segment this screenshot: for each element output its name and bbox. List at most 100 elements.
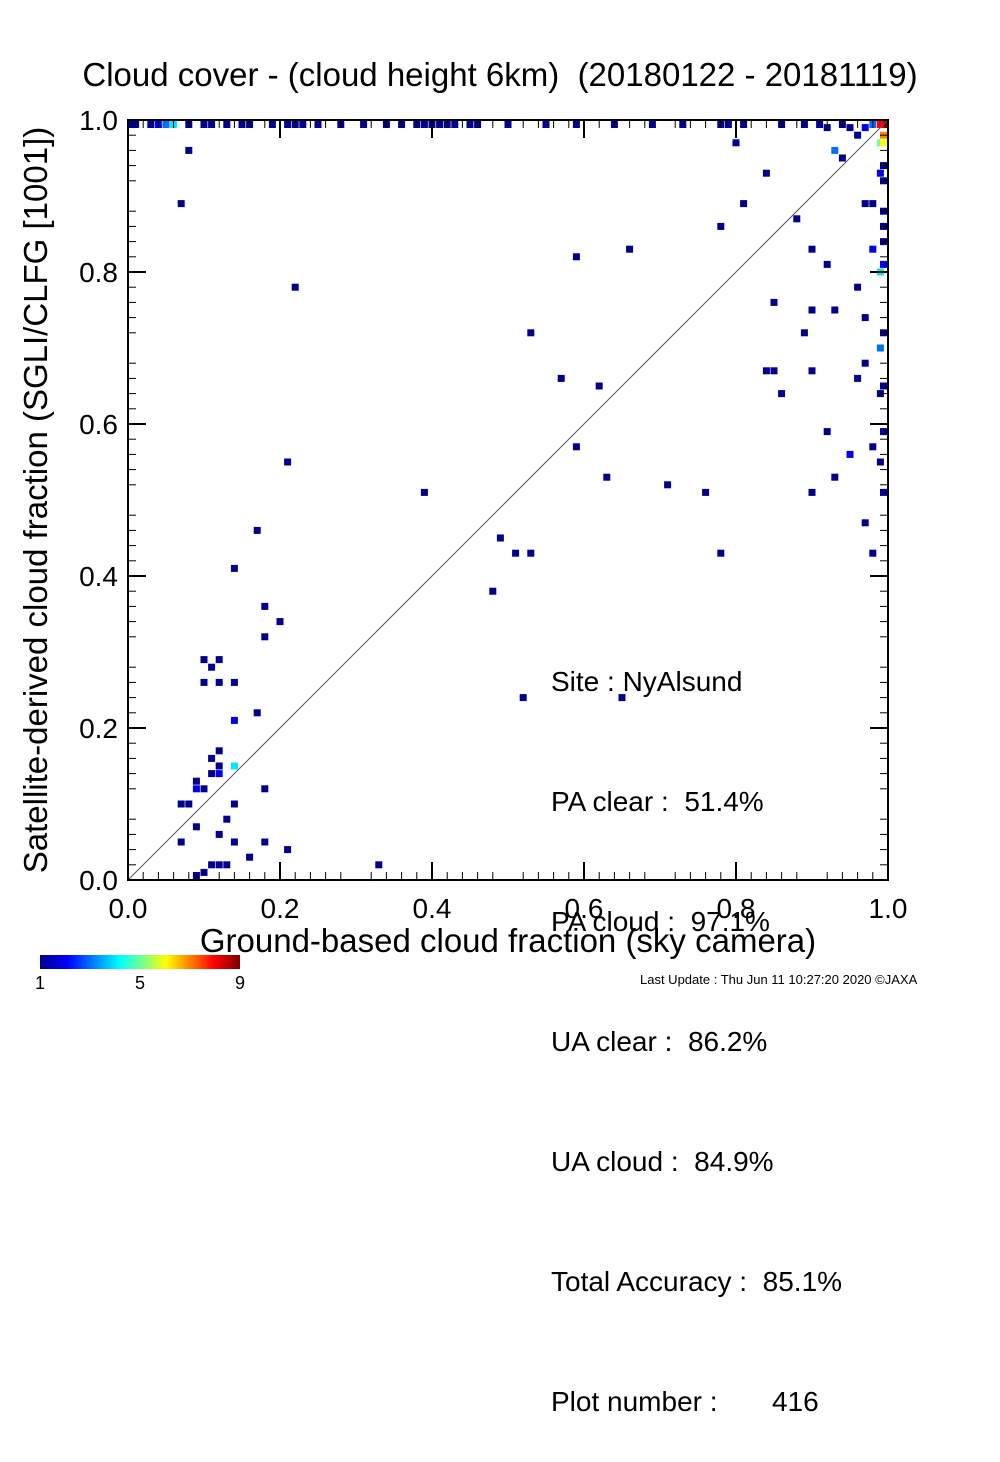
data-cell-150 bbox=[208, 121, 216, 128]
data-cell-83 bbox=[854, 283, 862, 291]
data-cell-140 bbox=[360, 121, 368, 128]
data-cell-23 bbox=[215, 762, 223, 770]
data-cell-125 bbox=[648, 121, 656, 128]
data-cell-53 bbox=[572, 253, 580, 261]
data-cell-136 bbox=[420, 121, 428, 128]
ticks-layer: 0.00.0 0.2 0.2 0.4 0.4 0.6 0.6 0.8 0.8 1.0 1.0 bbox=[79, 105, 907, 924]
data-cell-45 bbox=[489, 587, 497, 595]
data-cell-9 bbox=[261, 838, 269, 846]
data-cell-89 bbox=[869, 443, 877, 451]
data-cell-98 bbox=[880, 488, 887, 496]
color-scale-bar bbox=[40, 955, 240, 969]
data-cell-56 bbox=[618, 694, 626, 702]
statistics-box: Site : NyAlsund PA clear : 51.4% PA clou… bbox=[551, 582, 842, 1462]
data-cell-30 bbox=[230, 678, 238, 686]
data-cell-10 bbox=[215, 830, 223, 838]
data-cell-102 bbox=[880, 260, 887, 268]
data-cell-14 bbox=[177, 800, 185, 808]
data-cell-131 bbox=[466, 121, 474, 128]
data-cell-62 bbox=[732, 139, 740, 147]
data-cell-29 bbox=[215, 678, 223, 686]
data-cell-115 bbox=[846, 124, 854, 132]
data-cell-2 bbox=[215, 861, 223, 869]
data-cell-40 bbox=[291, 283, 299, 291]
data-cell-108 bbox=[880, 139, 887, 147]
data-cell-48 bbox=[527, 549, 535, 557]
plot-frame bbox=[127, 119, 889, 881]
diagonal-reference-line bbox=[127, 119, 889, 881]
data-cell-28 bbox=[200, 678, 208, 686]
data-cell-26 bbox=[230, 716, 238, 724]
data-cell-87 bbox=[861, 200, 869, 208]
data-cell-154 bbox=[162, 121, 170, 128]
y-tick-label: 0.4 bbox=[79, 561, 118, 592]
data-cell-111 bbox=[876, 121, 884, 128]
data-cell-113 bbox=[861, 124, 869, 132]
data-cell-118 bbox=[816, 121, 824, 128]
data-cell-100 bbox=[880, 382, 887, 390]
data-cell-79 bbox=[831, 146, 839, 154]
y-tick-label: 0.0 bbox=[79, 865, 118, 896]
data-cell-13 bbox=[185, 800, 193, 808]
y-tick-label: 0.6 bbox=[79, 409, 118, 440]
data-cell-42 bbox=[185, 146, 193, 154]
data-cell-70 bbox=[800, 329, 808, 337]
data-cell-73 bbox=[808, 367, 816, 375]
data-cell-41 bbox=[177, 200, 185, 208]
x-tick-label: 1.0 bbox=[869, 893, 908, 924]
data-cell-37 bbox=[230, 564, 238, 572]
x-tick-label: 0.6 bbox=[565, 893, 604, 924]
data-cell-77 bbox=[831, 473, 839, 481]
data-cell-148 bbox=[238, 121, 246, 128]
data-cell-96 bbox=[876, 169, 884, 177]
data-cell-94 bbox=[876, 344, 884, 352]
stat-ua-cloud: UA cloud : 84.9% bbox=[551, 1146, 774, 1177]
data-cell-124 bbox=[679, 121, 687, 128]
data-cell-132 bbox=[451, 121, 459, 128]
data-cell-158 bbox=[129, 121, 136, 128]
data-cell-151 bbox=[200, 121, 208, 128]
stat-plot-number: Plot number : 416 bbox=[551, 1386, 819, 1417]
data-cell-149 bbox=[223, 121, 231, 128]
data-cell-143 bbox=[299, 121, 307, 128]
data-cell-5 bbox=[246, 853, 254, 861]
data-cell-51 bbox=[557, 374, 565, 382]
data-cell-65 bbox=[762, 367, 770, 375]
data-cell-84 bbox=[861, 519, 869, 527]
data-cell-63 bbox=[740, 200, 748, 208]
y-tick-label: 0.8 bbox=[79, 257, 118, 288]
data-cell-24 bbox=[208, 754, 216, 762]
data-cell-74 bbox=[808, 245, 816, 253]
data-cell-4 bbox=[192, 872, 200, 879]
chart-title: Cloud cover - (cloud height 6km) (201801… bbox=[82, 56, 918, 93]
scatter-density-plot: 0.00.0 0.2 0.2 0.4 0.4 0.6 0.6 0.8 0.8 1.0 1.0 bbox=[79, 105, 907, 924]
data-cell-27 bbox=[253, 709, 261, 717]
data-cell-114 bbox=[854, 131, 862, 139]
data-cell-17 bbox=[200, 785, 208, 793]
data-cell-16 bbox=[192, 785, 200, 793]
data-cell-12 bbox=[223, 815, 231, 823]
data-cell-134 bbox=[436, 121, 444, 128]
data-cell-18 bbox=[261, 785, 269, 793]
data-cell-75 bbox=[823, 260, 831, 268]
data-cell-7 bbox=[177, 838, 185, 846]
stat-site: Site : NyAlsund bbox=[551, 666, 743, 697]
data-cell-1 bbox=[208, 861, 216, 869]
stat-pa-cloud: PA cloud : 97.1% bbox=[551, 906, 770, 937]
data-cell-146 bbox=[268, 121, 276, 128]
data-cell-8 bbox=[230, 838, 238, 846]
data-cell-6 bbox=[284, 846, 292, 854]
data-cell-127 bbox=[572, 121, 580, 128]
data-cell-122 bbox=[724, 121, 732, 128]
data-cell-35 bbox=[276, 618, 284, 626]
data-cell-60 bbox=[717, 549, 725, 557]
data-cell-85 bbox=[861, 359, 869, 367]
data-cell-64 bbox=[762, 169, 770, 177]
y-tick-label: 1.0 bbox=[79, 105, 118, 136]
data-cell-86 bbox=[861, 314, 869, 322]
data-cell-68 bbox=[778, 390, 786, 398]
data-cell-49 bbox=[519, 694, 527, 702]
x-tick-label: 0.2 bbox=[261, 893, 300, 924]
data-cell-91 bbox=[869, 245, 877, 253]
data-cell-39 bbox=[284, 458, 292, 466]
